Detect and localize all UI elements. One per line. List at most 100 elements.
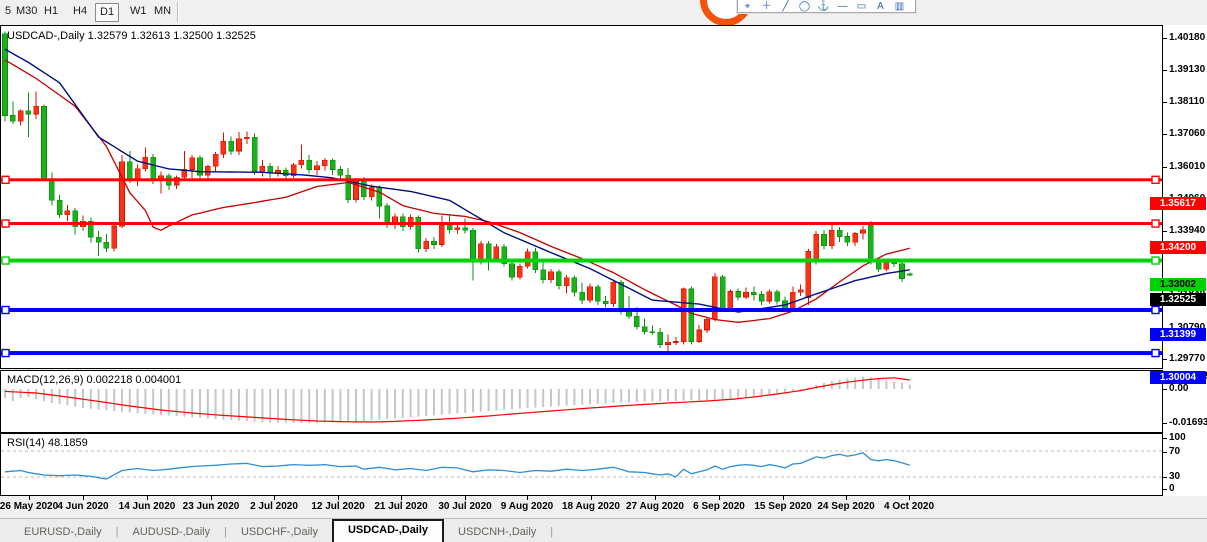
timeframe-button-mn[interactable]: MN — [154, 5, 172, 17]
line-handle[interactable] — [1, 175, 10, 185]
tab-usdchf[interactable]: USDCHF-,Daily — [240, 526, 318, 538]
candle-down — [415, 215, 422, 253]
line-handle[interactable] — [1151, 305, 1160, 315]
horizontal-level-line[interactable] — [1, 178, 1162, 182]
candle-up — [119, 155, 125, 229]
macd-histogram-bar — [113, 389, 116, 411]
price-level-badge: 1.31399 — [1150, 327, 1206, 341]
candle-up — [680, 287, 687, 345]
line-handle[interactable] — [1, 256, 10, 265]
price-tick-label: 1.38110 — [1169, 95, 1205, 107]
macd-histogram-bar — [323, 389, 326, 423]
macd-panel[interactable]: MACD(12,26,9) 0.002218 0.004001 — [0, 370, 1163, 433]
date-tick — [465, 496, 466, 500]
macd-histogram-bar — [542, 389, 545, 408]
date-label: 6 Sep 2020 — [693, 501, 745, 512]
chart-title: USDCAD-,Daily 1.32579 1.32613 1.32500 1.… — [7, 30, 256, 42]
horizontal-level-line[interactable] — [1, 222, 1162, 226]
candle-up — [220, 132, 227, 159]
horizontal-level-line[interactable] — [1, 258, 1162, 263]
candlestick-chart[interactable]: USDCAD-,Daily 1.32579 1.32613 1.32500 1.… — [1, 26, 1162, 368]
date-axis[interactable]: 26 May 2020 4 Jun 2020 14 Jun 2020 23 Jun 2… — [0, 496, 1163, 518]
candle-down — [750, 286, 757, 301]
rect-icon[interactable]: ▭ — [856, 1, 867, 12]
timeframe-button-5[interactable]: 5 — [5, 5, 12, 17]
macd-histogram-bar — [43, 389, 45, 402]
macd-histogram-bar — [82, 389, 84, 408]
macd-histogram-bar — [269, 389, 272, 423]
ellipse-icon[interactable]: ◯ — [798, 1, 811, 12]
candle-down — [649, 325, 656, 335]
price-level-badge: 1.30004 — [1150, 370, 1206, 384]
candle-up — [672, 336, 679, 346]
macd-histogram-bar — [838, 379, 841, 389]
macd-histogram-bar — [869, 377, 872, 389]
macd-histogram-bar — [659, 389, 662, 402]
candle-down — [197, 155, 203, 180]
trendline-icon[interactable]: ╱ — [782, 1, 789, 12]
candle-up — [64, 205, 71, 222]
candle-down — [844, 232, 851, 246]
macd-histogram-bar — [635, 389, 638, 402]
rsi-panel[interactable]: RSI(14) 48.1859 — [0, 433, 1163, 496]
macd-histogram-bar — [667, 389, 669, 402]
line-handle[interactable] — [1151, 175, 1160, 185]
horizontal-level-line[interactable] — [1, 308, 1162, 313]
date-label: 18 Aug 2020 — [562, 501, 620, 512]
line-handle[interactable] — [1, 219, 10, 228]
date-tick — [846, 496, 847, 500]
macd-histogram-bar — [581, 389, 584, 405]
date-label: 24 Sep 2020 — [817, 501, 875, 512]
timeframe-toolbar: 5 M30 H1 H4 D1 W1 MN ⌖ ＋ ╱ ◯ ⚓ — ▭ A ▥ — [0, 0, 1207, 26]
line-handle[interactable] — [1151, 256, 1160, 265]
line-handle[interactable] — [1151, 219, 1160, 228]
candle-down — [10, 101, 16, 125]
timeframe-button-h1[interactable]: H1 — [44, 5, 59, 17]
macd-histogram-bar — [386, 389, 389, 420]
candle-up — [212, 151, 219, 172]
candle-up — [548, 268, 554, 283]
tab-audusd[interactable]: AUDUSD-,Daily — [132, 526, 211, 538]
price-axis[interactable]: 1.401801.391301.381101.370601.360101.349… — [1150, 25, 1207, 496]
text-icon[interactable]: A — [877, 1, 884, 12]
candle-down — [103, 234, 110, 252]
macd-histogram-bar — [901, 383, 903, 389]
candle-up — [236, 132, 242, 156]
candle-up — [711, 273, 718, 322]
candle-up — [423, 238, 430, 252]
line-handle[interactable] — [1, 305, 10, 315]
date-tick — [719, 496, 720, 500]
candle-down — [306, 155, 313, 174]
timeframe-button-d1[interactable]: D1 — [95, 3, 120, 22]
timeframe-button-h4[interactable]: H4 — [73, 5, 88, 17]
anchor-icon[interactable]: ⚓ — [817, 1, 830, 12]
tab-usdcad[interactable]: USDCAD-,Daily — [331, 519, 445, 542]
hline-icon[interactable]: — — [837, 1, 848, 12]
macd-histogram-bar — [238, 389, 240, 421]
macd-histogram-bar — [682, 389, 685, 401]
tab-eurusd[interactable]: EURUSD-,Daily — [24, 526, 102, 538]
macd-histogram-bar — [89, 389, 92, 409]
line-handle[interactable] — [1151, 348, 1160, 358]
timeframe-button-w1[interactable]: W1 — [130, 5, 147, 17]
price-chart-panel[interactable]: USDCAD-,Daily 1.32579 1.32613 1.32500 1.… — [0, 25, 1163, 369]
date-tick — [274, 496, 275, 500]
rsi-chart[interactable]: RSI(14) 48.1859 — [1, 434, 1162, 495]
chart-tab-bar: EURUSD-,Daily | AUDUSD-,Daily | USDCHF-,Dail… — [0, 518, 1207, 542]
candle-up — [158, 171, 164, 194]
cursor-icon[interactable]: ⌖ — [744, 1, 751, 12]
tab-usdcnh[interactable]: USDCNH-,Daily — [458, 526, 537, 538]
macd-histogram-bar — [409, 389, 412, 418]
crosshair-icon[interactable]: ＋ — [761, 1, 772, 12]
bars-icon[interactable]: ▥ — [894, 1, 905, 12]
candle-down — [641, 318, 648, 335]
horizontal-level-line[interactable] — [1, 351, 1162, 356]
macd-histogram-bar — [105, 389, 108, 411]
macd-chart[interactable]: MACD(12,26,9) 0.002218 0.004001 — [1, 371, 1162, 432]
candle-up — [321, 158, 328, 171]
date-tick — [591, 496, 592, 500]
rsi-line — [4, 452, 910, 480]
candle-up — [743, 287, 749, 299]
timeframe-button-m30[interactable]: M30 — [16, 5, 38, 17]
line-handle[interactable] — [1, 348, 10, 358]
